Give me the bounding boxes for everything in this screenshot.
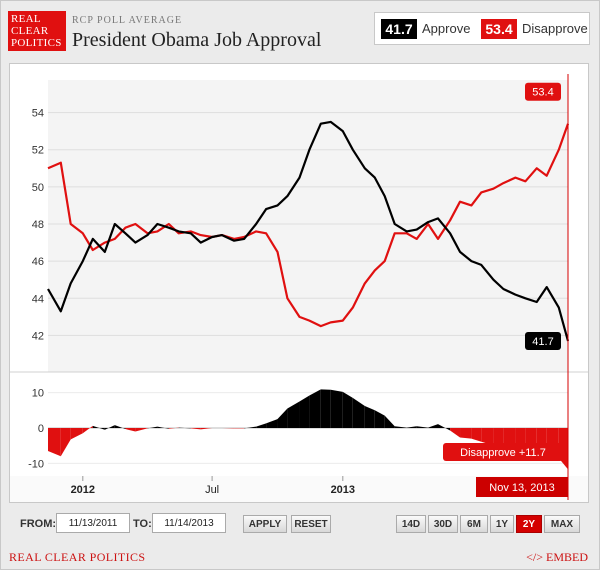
- footer: REAL CLEAR POLITICS </> EMBED: [0, 542, 600, 570]
- spread-bar: [450, 428, 461, 438]
- spread-bar: [320, 389, 331, 428]
- spread-bar: [471, 428, 482, 442]
- approve-end-label-bg: [525, 332, 561, 350]
- x-tick-label: Jul: [205, 484, 219, 496]
- range-button-max[interactable]: MAX: [544, 515, 580, 533]
- spread-bar: [481, 428, 494, 446]
- header-kicker: RCP POLL AVERAGE: [72, 15, 183, 26]
- spread-bar: [287, 401, 300, 428]
- spread-tick-label: 10: [32, 388, 44, 400]
- spread-bar: [342, 391, 353, 428]
- approve-end-label: 41.7: [532, 336, 553, 348]
- disapprove-end-label-bg: [525, 82, 561, 101]
- spread-bar: [428, 424, 438, 428]
- spread-bar: [147, 426, 158, 429]
- reset-button[interactable]: RESET: [291, 515, 331, 533]
- y-tick-label: 50: [32, 182, 44, 194]
- approve-label: Approve: [422, 21, 471, 36]
- logo-line: CLEAR: [11, 25, 49, 37]
- y-tick-label: 44: [32, 293, 44, 305]
- approve-line: [47, 120, 570, 342]
- approve-value-badge: 41.7: [381, 19, 417, 39]
- poll-chart[interactable]: 42 44 46 48 50 52 54 10 0 -10 2012 Jul 2013 53.4 41.…: [10, 64, 588, 502]
- range-button-30d[interactable]: 30D: [428, 515, 458, 533]
- x-tick-label: 2013: [331, 484, 355, 496]
- spread-bar: [200, 428, 213, 430]
- y-tick-label: 46: [32, 256, 44, 268]
- spread-bar: [394, 426, 407, 428]
- spread-bar: [178, 427, 191, 429]
- spread-bar: [104, 425, 115, 430]
- spread-bar: [299, 395, 310, 428]
- range-button-6m[interactable]: 6M: [460, 515, 488, 533]
- spread-bar: [135, 428, 148, 432]
- spread-bar: [92, 425, 105, 430]
- spread-bar: [48, 428, 61, 457]
- date-flag-label: Nov 13, 2013: [489, 482, 554, 494]
- spread-bar: [190, 428, 201, 430]
- embed-link[interactable]: </> EMBED: [526, 550, 588, 564]
- spread-bar: [330, 389, 343, 428]
- y-tick-label: 54: [32, 108, 44, 120]
- summary-box: 41.7 Approve 53.4 Disapprove: [374, 12, 590, 45]
- spread-tick-label: -10: [28, 458, 44, 470]
- spread-bar: [82, 425, 93, 434]
- rcp-logo[interactable]: REAL CLEAR POLITICS: [8, 11, 66, 51]
- spread-bar: [406, 426, 417, 428]
- header: REAL CLEAR POLITICS RCP POLL AVERAGE Pre…: [0, 0, 600, 60]
- spread-bar: [352, 397, 365, 428]
- spread-bar: [416, 426, 429, 428]
- spread-bar: [125, 428, 136, 432]
- spread-bar: [70, 428, 83, 440]
- spread-bar: [364, 406, 375, 428]
- from-date-input[interactable]: 11/13/2011: [56, 513, 130, 533]
- x-tick-label: 2012: [71, 484, 95, 496]
- spread-bar: [384, 415, 395, 428]
- y-tick-label: 48: [32, 219, 44, 231]
- logo-line: POLITICS: [11, 37, 62, 49]
- range-button-2y[interactable]: 2Y: [516, 515, 542, 533]
- range-button-1y[interactable]: 1Y: [490, 515, 514, 533]
- spread-bar: [114, 425, 126, 430]
- from-label: FROM:: [20, 518, 57, 530]
- disapprove-label: Disapprove: [522, 21, 588, 36]
- spread-bar: [256, 423, 267, 428]
- page-title: President Obama Job Approval: [72, 29, 322, 51]
- spread-bar: [266, 419, 278, 428]
- spread-bar: [460, 428, 472, 439]
- apply-button[interactable]: APPLY: [243, 515, 287, 533]
- spread-bar: [277, 408, 288, 428]
- footer-brand-link[interactable]: REAL CLEAR POLITICS: [9, 550, 146, 564]
- y-tick-label: 52: [32, 145, 44, 157]
- spread-bar: [309, 389, 321, 428]
- disapprove-line: [47, 123, 570, 328]
- y-tick-label: 42: [32, 330, 44, 342]
- spread-bar: [244, 426, 257, 429]
- range-button-14d[interactable]: 14D: [396, 515, 426, 533]
- spread-bar: [157, 426, 169, 429]
- disapprove-end-label: 53.4: [532, 87, 553, 99]
- date-controls: FROM: 11/13/2011 TO: 11/14/2013 APPLY RE…: [0, 505, 600, 543]
- spread-tick-label: 0: [38, 423, 44, 435]
- spread-end-label-bg: [443, 443, 563, 461]
- logo-line: REAL: [11, 13, 41, 25]
- to-date-input[interactable]: 11/14/2013: [152, 513, 226, 533]
- spread-bar: [168, 427, 179, 429]
- date-flag-bg: [476, 477, 568, 497]
- chart-container: 42 44 46 48 50 52 54 10 0 -10 2012 Jul 2013 53.4 41.…: [9, 63, 589, 503]
- spread-bar: [60, 428, 71, 457]
- spread-end-label: Disapprove +11.7: [460, 447, 546, 459]
- disapprove-value-badge: 53.4: [481, 19, 517, 39]
- spread-bar: [374, 410, 385, 428]
- main-plot-area: [48, 80, 568, 372]
- spread-bar: [438, 424, 451, 431]
- to-label: TO:: [133, 518, 152, 530]
